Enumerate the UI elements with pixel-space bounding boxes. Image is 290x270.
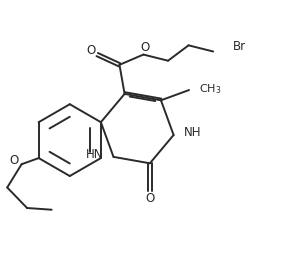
Text: HN: HN — [86, 148, 103, 161]
Text: O: O — [86, 44, 96, 57]
Text: NH: NH — [184, 126, 201, 139]
Text: O: O — [140, 40, 150, 53]
Text: CH$_3$: CH$_3$ — [199, 82, 222, 96]
Text: O: O — [145, 192, 155, 205]
Text: Br: Br — [233, 39, 246, 53]
Text: O: O — [10, 154, 19, 167]
